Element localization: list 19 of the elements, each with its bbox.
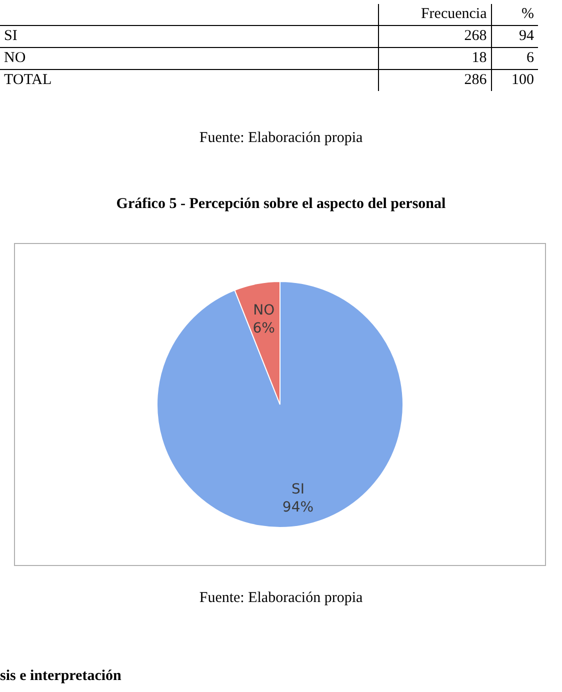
chart-title: Gráfico 5 - Percepción sobre el aspecto del personal [115, 196, 447, 213]
slice-label: SI [291, 481, 304, 498]
category-label: TOTAL [0, 70, 378, 91]
data-label: 268 [378, 26, 492, 48]
text: sis e interpretación [0, 668, 122, 685]
source-note: Fuente: Elaboración propia [198, 130, 364, 147]
data-label: 286 [378, 70, 492, 91]
category-label: NO [0, 48, 378, 70]
data-label: 94% [282, 499, 314, 516]
data-label: 100 [510, 71, 535, 90]
text: % [491, 4, 538, 26]
data-label: 6 [491, 48, 538, 70]
data-label: 18 [378, 48, 492, 70]
data-label: 94 [491, 26, 538, 48]
slice-label: NO [253, 302, 275, 319]
category-label: SI [0, 26, 378, 48]
source-note: Fuente: Elaboración propia [198, 590, 364, 607]
data-label: 6% [252, 320, 275, 337]
text: Frecuencia [378, 4, 492, 26]
